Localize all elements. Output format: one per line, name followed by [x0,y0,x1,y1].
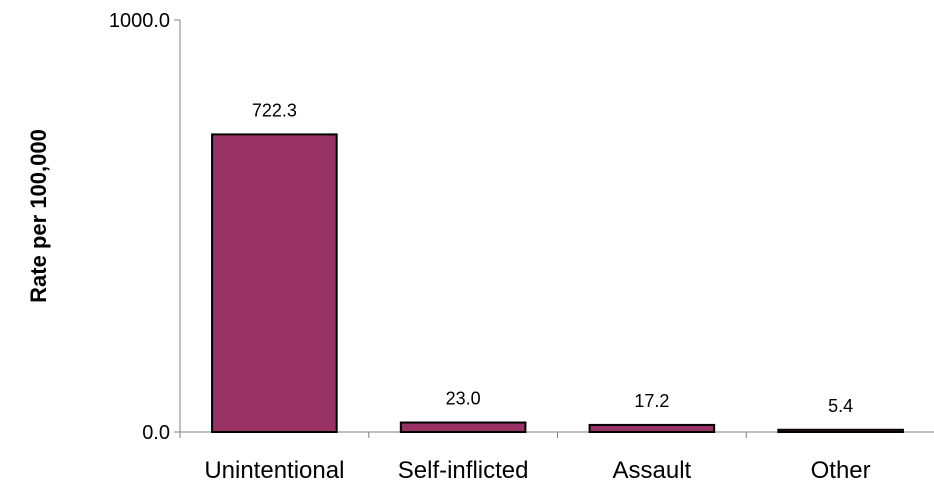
y-axis-title-group: Rate per 100,000 [26,129,51,303]
y-tick-label: 1000.0 [109,10,170,32]
category-label: Assault [613,457,692,484]
data-label: 17.2 [634,391,669,411]
labels: 722.3 Unintentional 23.0 Self-inflicted 17.2… [204,100,870,484]
bar-other [777,428,904,434]
y-tick-label: 0.0 [142,422,170,444]
bar-assault [588,423,716,434]
category-label: Other [811,457,871,484]
category-label: Unintentional [204,457,344,484]
data-label: 23.0 [446,389,481,409]
bar-unintentional [211,133,338,433]
data-label: 5.4 [828,396,853,416]
y-axis-title: Rate per 100,000 [26,129,51,303]
data-label: 722.3 [252,100,297,120]
bars [211,133,904,434]
bar-self-inflicted [399,421,527,433]
category-label: Self-inflicted [398,457,529,484]
